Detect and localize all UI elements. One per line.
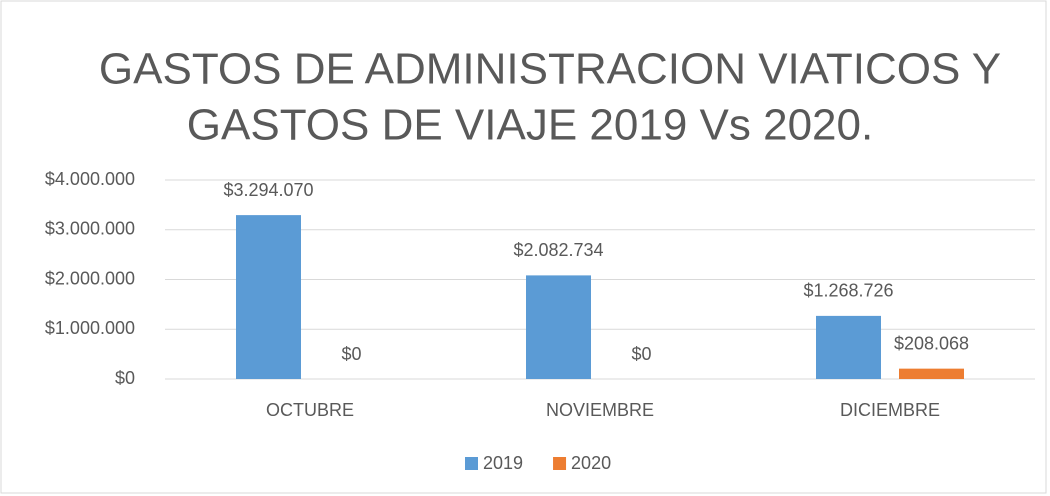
bar (236, 215, 301, 379)
data-label: $2.082.734 (513, 240, 603, 260)
x-tick-label: OCTUBRE (266, 400, 354, 420)
data-label: $0 (631, 344, 651, 364)
legend-swatch (465, 457, 478, 470)
y-tick-label: $3.000.000 (45, 219, 135, 239)
chart-title: GASTOS DE ADMINISTRACION VIATICOS Y (99, 45, 1001, 94)
y-tick-label: $2.000.000 (45, 268, 135, 288)
data-label: $0 (341, 344, 361, 364)
y-tick-label: $0 (115, 368, 135, 388)
data-label: $208.068 (894, 333, 969, 353)
x-tick-label: NOVIEMBRE (546, 400, 654, 420)
legend-swatch (553, 457, 567, 470)
bar (899, 368, 964, 379)
data-label: $1.268.726 (803, 281, 893, 301)
legend-label: 2019 (483, 453, 523, 473)
x-tick-label: DICIEMBRE (840, 400, 940, 420)
chart-title: GASTOS DE VIAJE 2019 Vs 2020. (187, 101, 873, 150)
data-label: $3.294.070 (223, 180, 313, 200)
bar (816, 315, 881, 379)
legend-label: 2020 (571, 453, 611, 473)
y-tick-label: $4.000.000 (45, 169, 135, 189)
bar (526, 275, 591, 379)
y-tick-label: $1.000.000 (45, 318, 135, 338)
